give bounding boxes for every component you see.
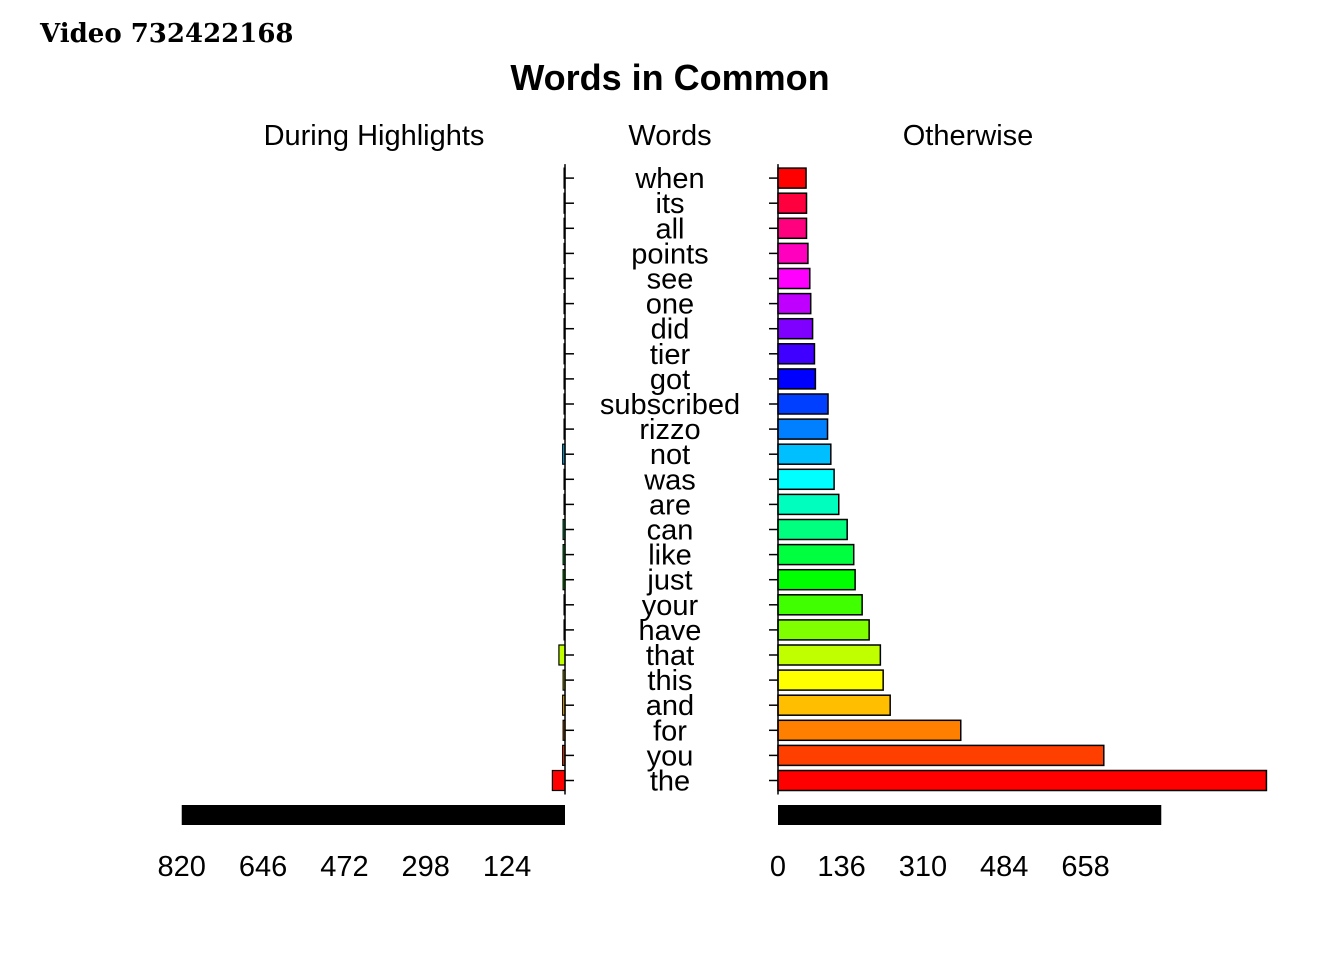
left-bar-that	[558, 644, 566, 666]
right-bar-did	[777, 317, 814, 340]
word-label-this: this	[647, 665, 692, 697]
word-label-just: just	[646, 565, 692, 597]
right-axis-tick-label: 310	[899, 851, 947, 883]
right-bar-rizzo	[777, 418, 829, 440]
right-bar-was	[777, 468, 835, 491]
word-label-the: the	[650, 766, 690, 798]
word-label-tier: tier	[650, 339, 691, 371]
word-label-like: like	[648, 540, 692, 572]
word-label-subscribed: subscribed	[600, 389, 740, 421]
right-axis-tick-label: 484	[980, 851, 1028, 883]
center-panel-title: Words	[628, 120, 711, 152]
right-scale-bar	[778, 805, 1162, 825]
word-label-you: you	[647, 740, 694, 772]
right-bar-have	[777, 619, 870, 641]
word-label-rizzo: rizzo	[639, 414, 700, 446]
right-bars-group	[777, 167, 1268, 792]
word-label-are: are	[649, 489, 691, 521]
word-label-and: and	[646, 690, 694, 722]
right-bar-got	[777, 368, 817, 390]
right-bar-points	[777, 242, 809, 265]
right-axis-tick-label: 136	[817, 851, 865, 883]
right-bar-all	[777, 217, 808, 240]
left-bars-group	[551, 167, 566, 792]
right-bar-that	[777, 644, 882, 666]
right-bar-like	[777, 543, 855, 566]
word-label-that: that	[646, 640, 694, 672]
chart-title: Words in Common	[510, 57, 829, 98]
word-label-when: when	[634, 163, 704, 195]
right-bar-tier	[777, 343, 816, 365]
word-label-points: points	[631, 238, 708, 270]
right-bar-for	[777, 719, 962, 742]
right-bar-just	[777, 568, 856, 591]
word-label-did: did	[651, 314, 690, 346]
right-bar-when	[777, 167, 807, 189]
right-axis-tick-label: 0	[770, 851, 786, 883]
word-label-have: have	[639, 615, 702, 647]
right-bar-its	[777, 192, 808, 214]
right-bar-subscribed	[777, 393, 829, 415]
word-label-not: not	[650, 439, 690, 471]
left-axis-tick-label: 472	[320, 851, 368, 883]
word-label-got: got	[650, 364, 690, 396]
word-label-your: your	[642, 590, 699, 622]
right-panel-title: Otherwise	[903, 120, 1034, 152]
left-bar-the	[551, 769, 566, 792]
axis-group: 820 646 472 298 124 0 136 310 484 658	[158, 164, 1162, 883]
word-labels-group: theyouforandthisthathaveyourjustlikecana…	[600, 163, 740, 797]
left-axis-tick-label: 646	[239, 851, 287, 883]
right-bar-see	[777, 267, 811, 290]
word-label-one: one	[646, 289, 694, 321]
right-bar-not	[777, 443, 832, 465]
left-scale-bar	[181, 805, 565, 825]
left-axis-tick-label: 820	[158, 851, 206, 883]
left-axis-tick-label: 124	[483, 851, 531, 883]
left-panel-title: During Highlights	[264, 120, 485, 152]
right-bar-are	[777, 493, 840, 516]
right-axis-tick-label: 658	[1061, 851, 1109, 883]
word-label-can: can	[647, 515, 694, 547]
right-bar-and	[777, 694, 891, 716]
word-label-see: see	[647, 264, 694, 296]
word-label-its: its	[656, 188, 685, 220]
page-label: Video 732422168	[39, 19, 294, 49]
right-bar-the	[777, 769, 1268, 792]
right-bar-this	[777, 669, 884, 691]
word-label-for: for	[653, 715, 687, 747]
left-axis-tick-label: 298	[402, 851, 450, 883]
right-bar-you	[777, 744, 1105, 767]
right-bar-your	[777, 594, 863, 616]
right-bar-one	[777, 292, 812, 315]
right-bar-can	[777, 518, 848, 541]
word-label-was: was	[643, 464, 696, 496]
word-label-all: all	[655, 213, 684, 245]
